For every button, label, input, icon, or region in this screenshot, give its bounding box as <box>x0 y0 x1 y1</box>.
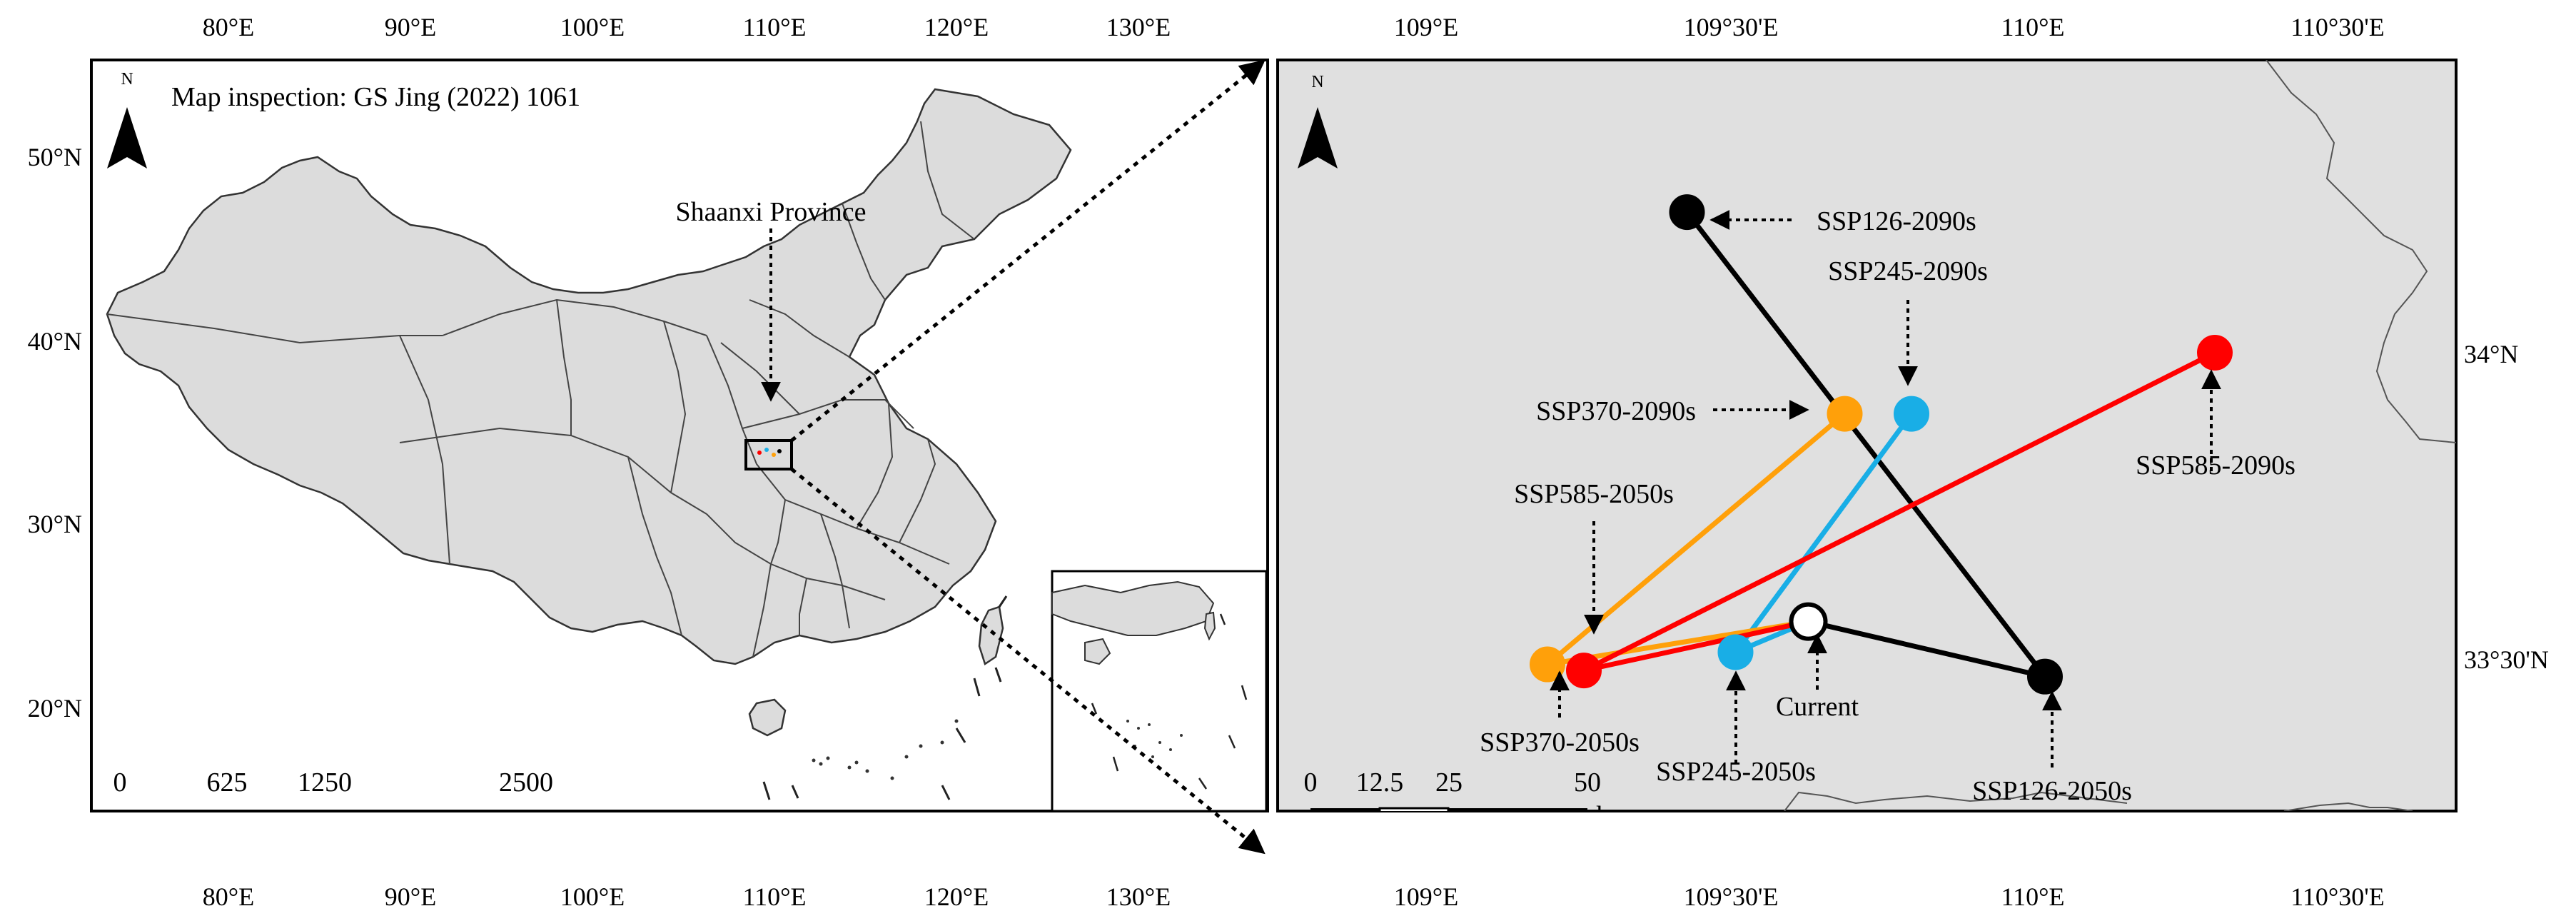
svg-text:0: 0 <box>113 768 127 797</box>
right-map-panel: SSP126-2090s SSP245-2090s SSP370-2090s S… <box>1276 13 2549 911</box>
svg-text:80°E: 80°E <box>203 13 254 41</box>
connector-arrow-bottom <box>790 468 1266 855</box>
point-ssp245-2050s <box>1717 634 1754 670</box>
label-ssp126-2050s: SSP126-2050s <box>1972 776 2132 806</box>
svg-text:N: N <box>1311 73 1323 91</box>
point-ssp126-2090s <box>1669 194 1705 231</box>
svg-text:100°E: 100°E <box>560 13 625 41</box>
svg-text:50: 50 <box>1574 768 1601 797</box>
svg-text:110°30'E: 110°30'E <box>2290 882 2385 911</box>
svg-text:90°E: 90°E <box>385 882 436 911</box>
svg-text:33°30'N: 33°30'N <box>2464 645 2549 674</box>
point-current <box>1789 602 1828 641</box>
scale-bar-right: 0 12.5 25 50 km <box>1304 768 1631 831</box>
left-lat-ticks: 50°N 40°N 30°N 20°N <box>28 143 82 723</box>
svg-text:30°N: 30°N <box>28 510 82 538</box>
boundary-line-south <box>1784 791 2128 811</box>
label-ssp585-2090s: SSP585-2090s <box>2136 451 2295 480</box>
south-china-sea-inset <box>1051 570 1268 811</box>
svg-text:25: 25 <box>1435 768 1463 797</box>
svg-text:50°N: 50°N <box>28 143 82 171</box>
svg-text:120°E: 120°E <box>924 882 989 911</box>
right-lon-ticks-bottom: 109°E 109°30'E 110°E 110°30'E <box>1394 882 2385 911</box>
svg-text:109°30'E: 109°30'E <box>1684 882 1779 911</box>
svg-text:34°N: 34°N <box>2464 340 2518 368</box>
china-landmass <box>106 88 1072 665</box>
label-ssp370-2050s: SSP370-2050s <box>1480 728 1640 758</box>
svg-text:80°E: 80°E <box>203 882 254 911</box>
point-annotations: SSP126-2090s SSP245-2090s SSP370-2090s S… <box>1480 206 2295 806</box>
svg-text:110°E: 110°E <box>742 13 806 41</box>
point-ssp245-2090s <box>1894 396 1929 432</box>
label-ssp245-2090s: SSP245-2090s <box>1828 256 1988 286</box>
svg-text:km: km <box>538 806 573 836</box>
north-arrow-right: N <box>1298 73 1338 168</box>
label-ssp245-2050s: SSP245-2050s <box>1656 757 1816 787</box>
province-boundaries <box>106 121 975 658</box>
hainan-island <box>748 698 787 737</box>
svg-text:130°E: 130°E <box>1106 882 1171 911</box>
label-ssp126-2090s: SSP126-2090s <box>1817 206 1976 236</box>
left-map-panel: Shaanxi Province Map inspection: GS Jing… <box>28 13 1269 911</box>
province-label: Shaanxi Province <box>675 197 866 227</box>
map-inspection-text: Map inspection: GS Jing (2022) 1061 <box>171 82 580 112</box>
right-lat-ticks: 34°N 33°30'N <box>2464 340 2549 674</box>
svg-text:120°E: 120°E <box>924 13 989 41</box>
svg-text:2500: 2500 <box>499 768 553 797</box>
south-sea-islands <box>812 719 959 780</box>
right-map-frame <box>1276 59 2458 812</box>
svg-text:130°E: 130°E <box>1106 13 1171 41</box>
svg-text:90°E: 90°E <box>385 13 436 41</box>
svg-text:100°E: 100°E <box>560 882 625 911</box>
scale-bar-left: 0 625 1250 2500 km <box>113 768 573 836</box>
point-ssp585-2050s <box>1566 653 1602 689</box>
left-lon-ticks-top: 80°E 90°E 100°E 110°E 120°E 130°E <box>203 13 1171 41</box>
svg-text:110°30'E: 110°30'E <box>2290 13 2385 41</box>
trajectory-points <box>1530 194 2233 695</box>
svg-text:110°E: 110°E <box>2001 882 2064 911</box>
svg-text:0: 0 <box>1304 768 1318 797</box>
point-ssp126-2050s <box>2027 658 2063 695</box>
label-ssp585-2050s: SSP585-2050s <box>1514 479 1674 509</box>
label-current: Current <box>1776 692 1859 722</box>
study-area-box <box>744 439 793 470</box>
boundary-line-southeast <box>2283 802 2413 811</box>
boundary-line-east <box>2266 60 2456 443</box>
svg-text:109°E: 109°E <box>1394 882 1458 911</box>
svg-text:40°N: 40°N <box>28 327 82 356</box>
svg-text:625: 625 <box>207 768 248 797</box>
north-arrow-left: N <box>107 70 147 168</box>
svg-text:1250: 1250 <box>298 768 352 797</box>
svg-text:km: km <box>1596 801 1631 831</box>
study-area-points <box>757 448 782 457</box>
point-ssp370-2050s <box>1530 646 1565 683</box>
connector-arrow-top <box>790 59 1266 442</box>
point-ssp585-2090s <box>2197 335 2233 371</box>
svg-text:109°30'E: 109°30'E <box>1684 13 1779 41</box>
svg-text:12.5: 12.5 <box>1356 768 1404 797</box>
left-lon-ticks-bottom: 80°E 90°E 100°E 110°E 120°E 130°E <box>203 882 1171 911</box>
point-ssp370-2090s <box>1827 396 1863 432</box>
svg-text:109°E: 109°E <box>1394 13 1458 41</box>
taiwan-island <box>978 605 1004 665</box>
svg-text:20°N: 20°N <box>28 694 82 723</box>
svg-text:110°E: 110°E <box>742 882 806 911</box>
svg-text:110°E: 110°E <box>2001 13 2064 41</box>
label-ssp370-2090s: SSP370-2090s <box>1536 396 1696 426</box>
right-lon-ticks-top: 109°E 109°30'E 110°E 110°30'E <box>1394 13 2385 41</box>
nine-dash-segments <box>762 595 1008 800</box>
svg-text:N: N <box>121 70 133 89</box>
